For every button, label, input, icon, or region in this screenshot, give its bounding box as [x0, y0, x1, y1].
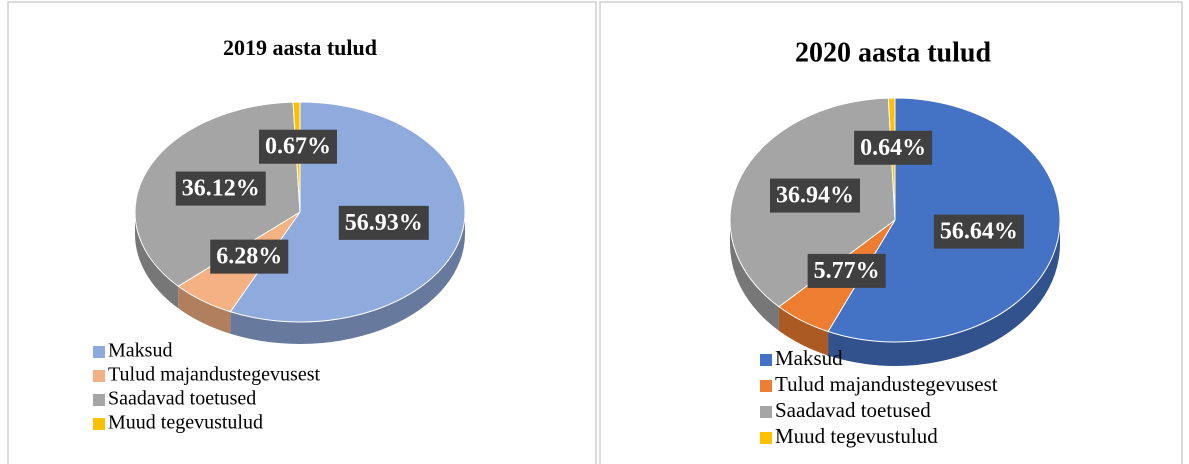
data-label: 56.64% [940, 219, 1018, 245]
legend-swatch [760, 354, 772, 366]
legend-label: Tulud majandustegevusest [775, 372, 998, 396]
data-label: 36.94% [776, 183, 854, 209]
pie-side [730, 220, 779, 331]
data-label-box [175, 171, 266, 206]
legend-swatch [93, 370, 105, 382]
chart-title: 2019 aasta tulud [223, 35, 377, 60]
legend-label: Maksud [108, 340, 172, 362]
legend-label: Saadavad toetused [775, 398, 931, 422]
data-label: 56.93% [345, 210, 423, 236]
legend-label: Muud tegevustulud [108, 412, 263, 434]
pie-side [778, 306, 829, 356]
data-label-box [933, 214, 1024, 249]
data-label-box [338, 205, 429, 240]
data-label: 6.28% [216, 244, 282, 270]
data-label-box [770, 178, 861, 213]
legend-swatch [93, 346, 105, 358]
pie-side [230, 212, 465, 344]
legend-label: Tulud majandustegevusest [108, 364, 320, 386]
data-label: 0.64% [860, 135, 926, 161]
legend-swatch [760, 406, 772, 418]
pie-side [135, 212, 179, 309]
chart-title: 2020 aasta tulud [795, 37, 991, 68]
data-label: 5.77% [814, 258, 880, 284]
data-label-box [807, 253, 886, 288]
legend-label: Muud tegevustulud [775, 424, 938, 448]
legend-swatch [93, 394, 105, 406]
legend-swatch [760, 380, 772, 392]
data-label: 36.12% [182, 176, 260, 202]
legend-label: Maksud [775, 346, 843, 370]
data-label-box [258, 129, 337, 164]
legend-label: Saadavad toetused [108, 388, 256, 410]
pie-side [828, 220, 1060, 366]
data-label-box [210, 239, 289, 274]
data-label-box [854, 130, 933, 165]
legend-swatch [93, 418, 105, 430]
pie-side [178, 286, 231, 334]
data-label: 0.67% [265, 134, 331, 160]
legend-swatch [760, 432, 772, 444]
